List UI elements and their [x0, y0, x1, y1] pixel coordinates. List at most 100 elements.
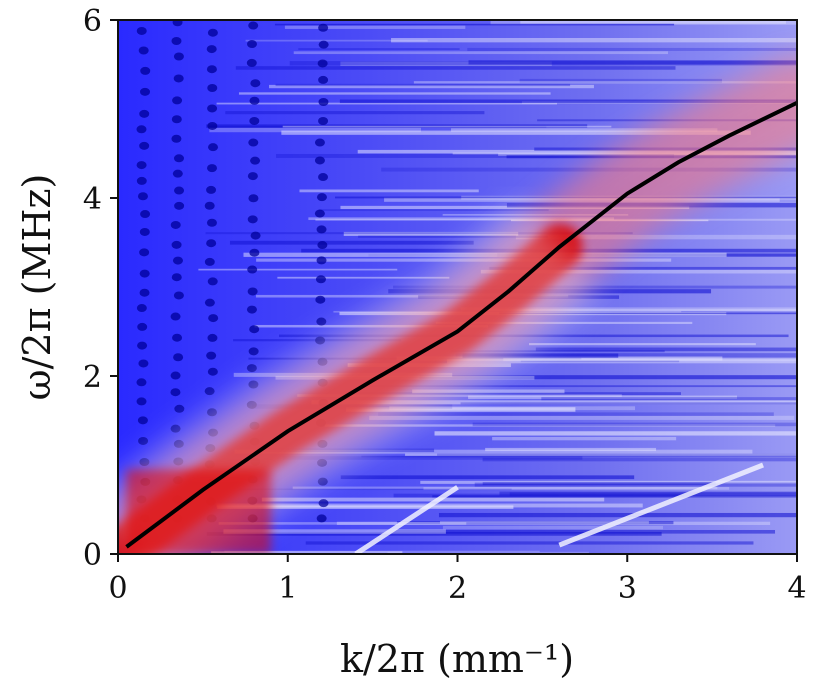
heatmap-dot: [138, 46, 149, 55]
heatmap-dot: [314, 209, 325, 218]
heatmap-dot: [314, 138, 325, 147]
heatmap-dot: [174, 201, 185, 210]
heatmap-dot: [316, 193, 327, 202]
heatmap-dot: [140, 66, 151, 75]
heatmap-streak: [447, 359, 797, 364]
heatmap-streak: [245, 39, 428, 42]
heatmap-dot: [206, 45, 217, 54]
heatmap-streak: [396, 521, 674, 525]
heatmap-streak: [308, 217, 615, 221]
heatmap-dot: [318, 98, 329, 107]
heatmap-dot: [170, 371, 181, 380]
y-axis: 0 2 4 6: [83, 4, 118, 573]
heatmap-streak: [211, 551, 403, 554]
heatmap-dot: [136, 397, 147, 406]
heatmap-dot: [316, 514, 327, 523]
heatmap-dot: [136, 125, 147, 134]
heatmap-streak: [450, 350, 665, 353]
heatmap-dot: [248, 194, 259, 203]
heatmap-streak: [387, 551, 589, 554]
heatmap-streak: [515, 234, 797, 240]
heatmap-streak: [484, 309, 797, 312]
heatmap-streak: [276, 153, 675, 158]
heatmap-dot: [207, 277, 218, 286]
heatmap-dot: [207, 164, 218, 173]
heatmap-dot: [207, 104, 218, 113]
heatmap-dot: [206, 65, 217, 74]
heatmap-streak: [468, 60, 797, 65]
heatmap-dot: [136, 161, 147, 170]
heatmap-streak: [357, 149, 797, 154]
heatmap-streak: [358, 235, 548, 238]
heatmap-dot: [246, 305, 257, 314]
heatmap-streak: [281, 130, 751, 135]
heatmap-dot: [250, 79, 261, 88]
heatmap-streak: [432, 495, 797, 498]
heatmap-dot: [171, 134, 182, 143]
heatmap-dot: [249, 248, 260, 257]
heatmap-dot: [172, 169, 183, 178]
y-axis-title: ω/2π (MHz): [15, 174, 59, 401]
heatmap-streak: [345, 407, 576, 412]
heatmap-streak: [396, 356, 723, 361]
heatmap-streak: [520, 20, 786, 24]
heatmap-branch: [558, 462, 764, 548]
heatmap-streak: [298, 48, 460, 50]
heatmap-streak: [438, 512, 797, 518]
heatmap-dot: [206, 218, 217, 227]
heatmap-dot: [137, 416, 148, 425]
heatmap-streak: [519, 78, 722, 84]
heatmap-streak: [305, 541, 754, 545]
heatmap-branch: [354, 485, 459, 554]
heatmap-streak: [482, 482, 716, 486]
heatmap-dot: [137, 192, 148, 201]
heatmap-streak: [455, 353, 797, 358]
heatmap-dot: [138, 359, 149, 368]
heatmap-dot: [171, 273, 182, 282]
heatmap-dot: [250, 231, 261, 240]
heatmap-dot: [173, 154, 184, 163]
heatmap-streak: [274, 23, 675, 26]
heatmap-dot: [139, 248, 150, 257]
heatmap-streak: [277, 276, 450, 279]
heatmap-streak: [419, 375, 797, 380]
heatmap-streak: [492, 436, 677, 441]
heatmap-streak: [198, 268, 398, 271]
heatmap-streak: [235, 66, 676, 70]
heatmap-dot: [206, 239, 217, 248]
heatmap-streak: [275, 83, 571, 87]
heatmap-streak: [442, 525, 664, 530]
heatmap-streak: [299, 189, 479, 193]
heatmap-dot: [316, 317, 327, 326]
x-tick-label: 3: [618, 571, 637, 606]
heatmap-dot: [139, 227, 150, 236]
dispersion-curve: [125, 101, 797, 549]
heatmap-streak: [361, 455, 797, 458]
heatmap-streak: [318, 209, 549, 212]
heatmap-dot: [207, 28, 218, 37]
heatmap-streak: [437, 453, 797, 456]
heatmap-streak: [499, 312, 797, 315]
heatmap-streak: [293, 51, 668, 55]
heatmap-dot: [138, 436, 149, 445]
heatmap-streak: [209, 127, 422, 133]
heatmap-dot: [206, 185, 217, 194]
heatmap-streak: [234, 449, 753, 454]
heatmap-dot: [318, 23, 329, 32]
heatmap-dot: [249, 325, 260, 334]
heatmap-streak: [284, 25, 466, 29]
heatmap-dot: [172, 256, 183, 265]
heatmap-streak: [489, 266, 797, 270]
heatmap-dot: [140, 210, 151, 219]
heatmap-streak: [311, 400, 797, 405]
heatmap-streak: [238, 488, 512, 491]
heatmap-streak: [474, 482, 797, 487]
heatmap-streak: [206, 532, 662, 536]
heatmap-streak: [439, 521, 649, 524]
heatmap-streak: [391, 38, 797, 43]
heatmap-streak: [480, 269, 797, 274]
heatmap-dot: [136, 26, 147, 35]
heatmap-dot: [140, 87, 151, 96]
heatmap-streak: [282, 456, 583, 460]
heatmap-streak: [339, 99, 797, 104]
